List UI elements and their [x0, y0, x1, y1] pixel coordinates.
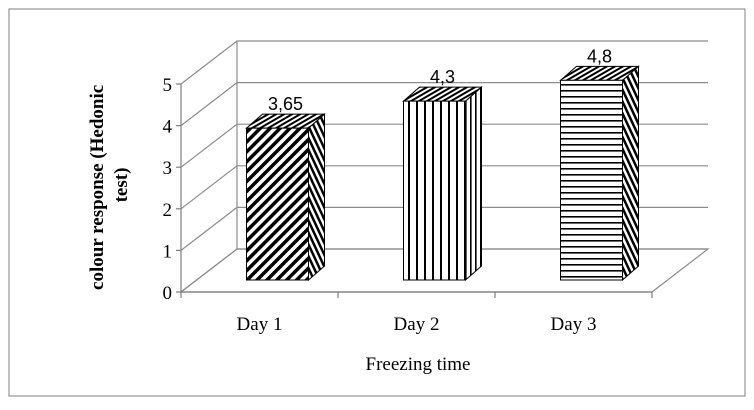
y-tick-label: 4: [163, 117, 173, 138]
bar-front-face: [246, 127, 309, 281]
data-label: 3,65: [268, 94, 303, 114]
bar-side-face: [465, 86, 482, 282]
bars: [245, 65, 640, 282]
data-label: 4,3: [430, 67, 455, 87]
y-tick-label: 3: [163, 158, 173, 179]
bar: [245, 113, 326, 282]
labels: 3,65 4,3 4,8: [268, 46, 612, 114]
y-axis-label: colour response (Hedonic test): [87, 80, 132, 290]
gridlines: [179, 40, 710, 293]
y-tick-label: 0: [163, 283, 173, 304]
x-tick-label: Day 2: [394, 314, 440, 335]
x-tick-label: Day 1: [237, 314, 283, 335]
bar: [402, 86, 483, 282]
y-axis-label-line-1: colour response (Hedonic: [87, 85, 108, 290]
x-tick-label: Day 3: [551, 314, 597, 335]
y-tick-label: 1: [163, 241, 173, 262]
bar-side-face: [622, 65, 639, 282]
y-tick-label: 5: [163, 75, 173, 96]
bar-side-face: [308, 113, 325, 282]
data-label: 4,8: [587, 46, 612, 66]
x-axis-label: Freezing time: [366, 354, 471, 375]
axes: 0 1 2 3 4 5 Day 1 Day 2 Day 3: [163, 75, 653, 335]
bar-front-face: [403, 100, 466, 281]
bar-front-face: [560, 79, 623, 281]
bar: [559, 65, 640, 282]
y-tick-label: 2: [163, 200, 173, 221]
y-axis-label-line-2: test): [111, 168, 132, 203]
